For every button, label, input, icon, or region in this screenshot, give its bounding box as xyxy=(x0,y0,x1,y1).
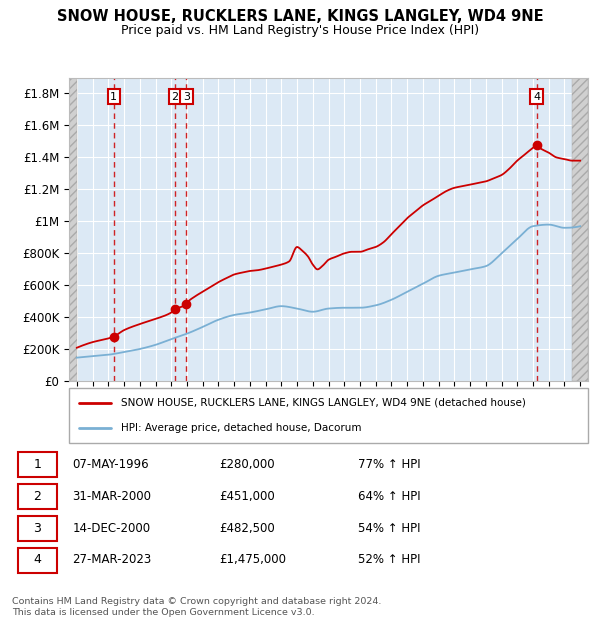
Text: £451,000: £451,000 xyxy=(220,490,275,503)
Text: 14-DEC-2000: 14-DEC-2000 xyxy=(73,521,151,534)
Text: 54% ↑ HPI: 54% ↑ HPI xyxy=(358,521,420,534)
Text: 4: 4 xyxy=(34,553,41,566)
Text: 3: 3 xyxy=(34,521,41,534)
Text: Price paid vs. HM Land Registry's House Price Index (HPI): Price paid vs. HM Land Registry's House … xyxy=(121,24,479,37)
Text: HPI: Average price, detached house, Dacorum: HPI: Average price, detached house, Daco… xyxy=(121,423,361,433)
Text: £482,500: £482,500 xyxy=(220,521,275,534)
Text: 52% ↑ HPI: 52% ↑ HPI xyxy=(358,553,420,566)
FancyBboxPatch shape xyxy=(18,484,57,509)
Text: 1: 1 xyxy=(110,92,118,102)
Text: SNOW HOUSE, RUCKLERS LANE, KINGS LANGLEY, WD4 9NE: SNOW HOUSE, RUCKLERS LANE, KINGS LANGLEY… xyxy=(56,9,544,24)
Text: 1: 1 xyxy=(34,458,41,471)
FancyBboxPatch shape xyxy=(69,388,588,443)
Text: SNOW HOUSE, RUCKLERS LANE, KINGS LANGLEY, WD4 9NE (detached house): SNOW HOUSE, RUCKLERS LANE, KINGS LANGLEY… xyxy=(121,397,526,407)
Text: Contains HM Land Registry data © Crown copyright and database right 2024.
This d: Contains HM Land Registry data © Crown c… xyxy=(12,598,382,617)
Bar xyxy=(69,78,77,381)
Text: 2: 2 xyxy=(34,490,41,503)
Text: 4: 4 xyxy=(533,92,540,102)
Text: 2: 2 xyxy=(172,92,179,102)
FancyBboxPatch shape xyxy=(18,547,57,573)
Text: £280,000: £280,000 xyxy=(220,458,275,471)
Text: 27-MAR-2023: 27-MAR-2023 xyxy=(73,553,152,566)
FancyBboxPatch shape xyxy=(18,516,57,541)
Bar xyxy=(572,78,588,381)
Text: 64% ↑ HPI: 64% ↑ HPI xyxy=(358,490,420,503)
Text: £1,475,000: £1,475,000 xyxy=(220,553,286,566)
Text: 3: 3 xyxy=(183,92,190,102)
Text: 31-MAR-2000: 31-MAR-2000 xyxy=(73,490,151,503)
Text: 77% ↑ HPI: 77% ↑ HPI xyxy=(358,458,420,471)
Text: 07-MAY-1996: 07-MAY-1996 xyxy=(73,458,149,471)
FancyBboxPatch shape xyxy=(18,453,57,477)
